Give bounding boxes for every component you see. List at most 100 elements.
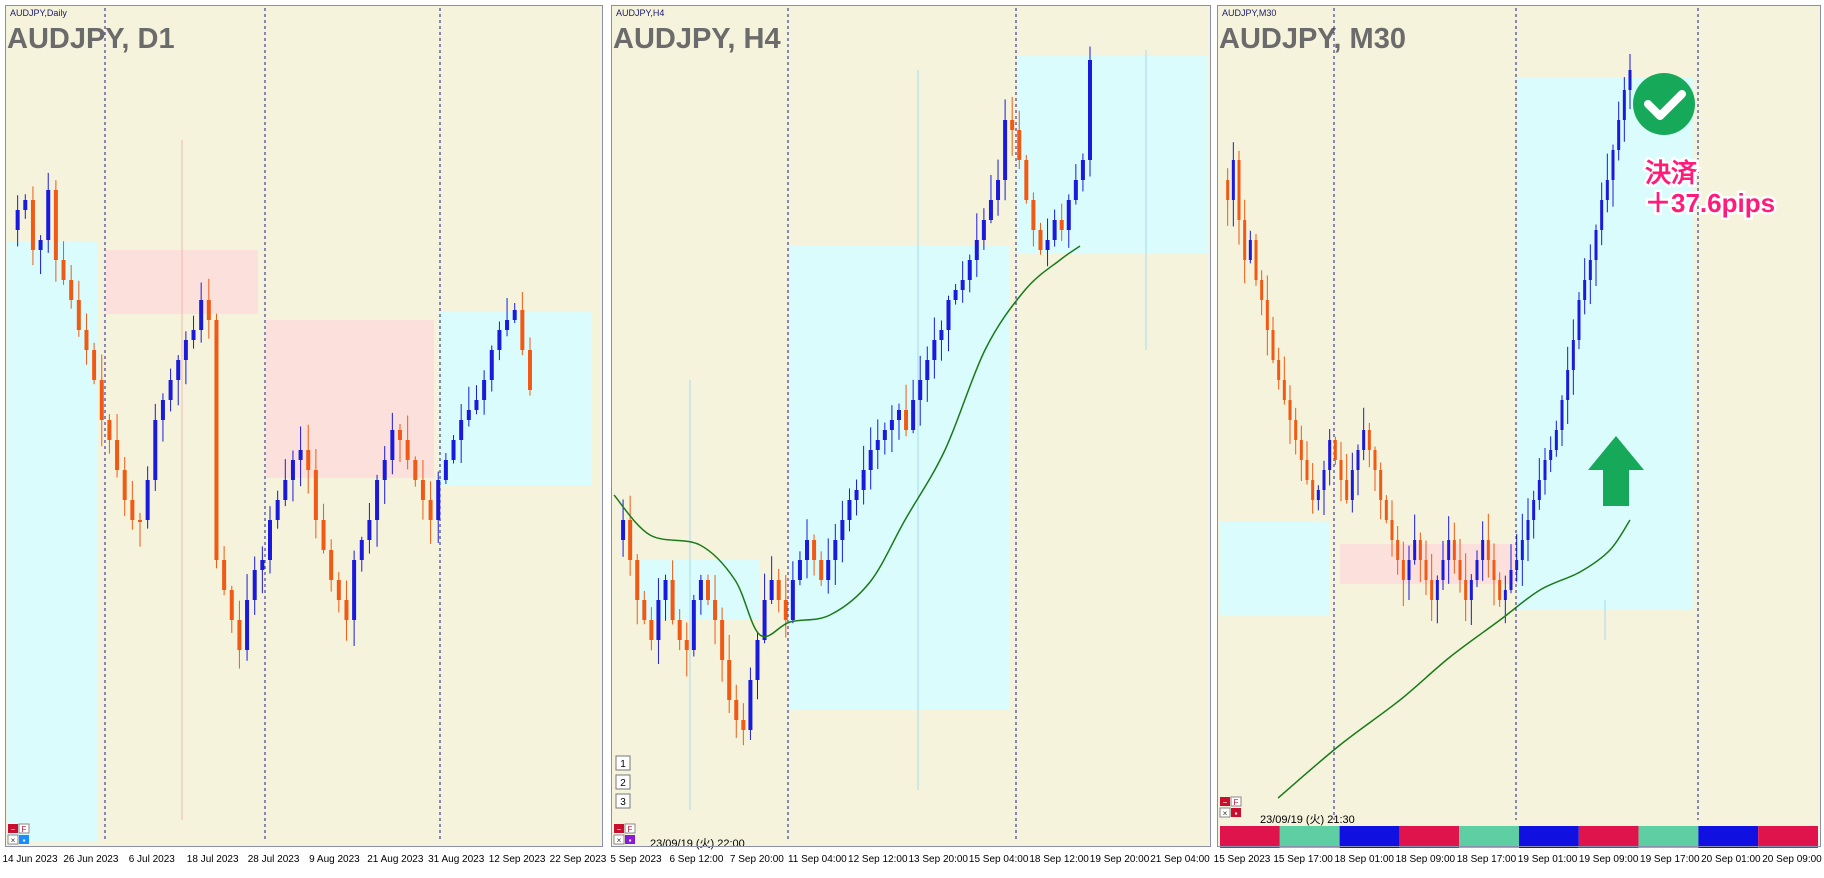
candle-body [1622,90,1626,120]
candle-body [1430,580,1434,600]
candle-body [260,560,265,570]
candle-body [1226,180,1230,200]
candle-body [298,450,303,460]
minimize-button[interactable] [8,824,18,833]
x-axis-tick-label: 6 Jul 2023 [129,854,176,865]
candle-body [1024,160,1029,200]
candle-body [420,480,425,500]
candle-body [122,470,127,500]
candle-body [854,490,859,500]
result-label-line1: 決済 [1645,158,1698,188]
chart-panel-h4[interactable]: AUDJPY,H4 AUDJPY, H4 5 Sep 2023 6 Sep 12:… [610,6,1210,865]
list-button-label: 2 [620,778,626,789]
x-axis-tick-label: 20 Sep 01:00 [1701,854,1761,865]
session-bar-segment [1399,826,1460,848]
candle-body [663,580,668,600]
chart-corner-buttons: − F × ▪ [1219,796,1242,818]
candle-body [1605,180,1609,200]
candle-body [76,300,81,330]
candle-body [826,560,831,580]
chart-panel-m30[interactable]: AUDJPY,M30 AUDJPY, M30 15 Sep 2023 15 Sep… [1214,6,1823,865]
candle-body [382,460,387,480]
candle-body [23,200,28,210]
list-button-1[interactable] [615,755,631,771]
demand-zone [440,312,592,486]
candle-body [889,420,894,430]
candle-body [656,600,661,640]
minimize-button[interactable] [614,824,624,833]
candle-body [30,200,35,250]
candle-body [352,560,357,620]
close-button[interactable] [7,834,19,845]
list-button-3[interactable] [615,793,631,809]
chart-small-title: AUDJPY,H4 [616,8,664,18]
candle-body [1594,230,1598,260]
candle-body [1299,440,1303,460]
x-axis-tick-label: 28 Jul 2023 [248,854,300,865]
candle-body [474,400,479,410]
candle-body [1080,160,1085,180]
x-axis-tick-label: 19 Sep 01:00 [1518,854,1578,865]
session-bar-segment [1698,826,1759,848]
session-bar-segment [1459,826,1519,848]
close-icon: × [617,836,622,845]
x-axis-tick-label: 18 Sep 01:00 [1334,854,1394,865]
x-axis-tick-label: 19 Sep 09:00 [1579,854,1639,865]
candle-body [130,500,135,520]
candle-body [996,180,1001,200]
candle-body [1237,160,1241,220]
color-button[interactable] [1231,808,1241,817]
candle-body [1031,200,1036,230]
candle-body [1017,130,1022,160]
minimize-button[interactable] [1220,797,1230,806]
color-button[interactable] [625,835,635,844]
candle-body [1475,560,1479,580]
list-button-label: 3 [620,797,626,808]
x-axis-tick-label: 14 Jun 2023 [2,854,57,865]
candle-body [783,600,788,620]
candle-body [92,350,97,380]
list-button-2[interactable] [615,774,631,790]
candle-body [1407,560,1411,580]
candle-body [925,360,930,380]
candle-body [932,340,937,360]
candle-body [967,260,972,280]
f-button[interactable] [18,823,30,834]
close-button[interactable] [613,834,625,845]
candle-body [275,500,280,520]
candle-body [229,590,234,620]
candle-body [306,450,311,470]
candle-body [1452,540,1456,560]
candle-body [390,430,395,460]
close-button[interactable] [1219,807,1231,818]
candle-body [769,580,774,600]
candle-body [635,560,640,600]
candle-body [1611,150,1615,180]
f-button[interactable] [1230,796,1242,807]
candle-body [840,520,845,540]
chart-panel-d1[interactable]: AUDJPY,Daily AUDJPY, D1 14 Jun 2023 26 Ju… [2,6,607,865]
candle-body [99,380,104,420]
candle-body [1243,220,1247,260]
candle-body [153,420,158,480]
candle-body [1339,460,1343,480]
chart-big-title: AUDJPY, M30 [1219,23,1406,55]
x-axis-tick-label: 20 Sep 09:00 [1762,854,1822,865]
f-button[interactable] [624,823,636,834]
candle-body [505,320,510,330]
supply-zone [1340,544,1520,584]
candle-body [628,520,633,560]
candle-body [1288,400,1292,420]
candle-body [61,260,66,280]
candle-body [436,480,441,520]
candle-body [727,660,732,700]
candle-body [1469,580,1473,600]
candle-body [1328,440,1332,470]
color-button[interactable] [19,835,29,844]
candle-body [1566,370,1570,400]
candle-body [1588,260,1592,280]
candle-body [833,540,838,560]
candle-body [268,520,272,560]
candle-body [1088,60,1092,160]
x-axis-tick-label: 18 Sep 12:00 [1029,854,1089,865]
